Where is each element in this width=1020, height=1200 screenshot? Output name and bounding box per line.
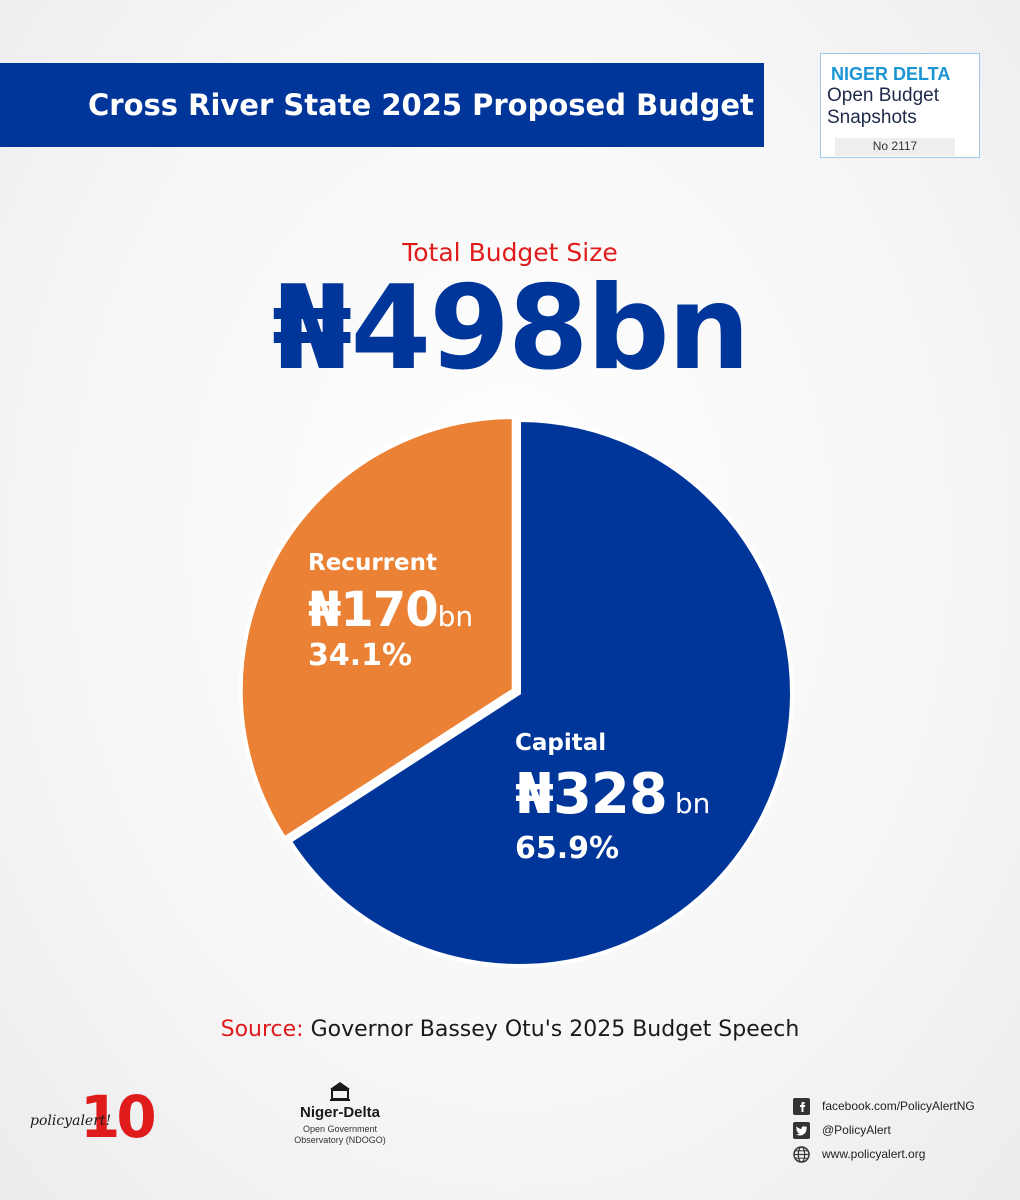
globe-icon — [793, 1145, 810, 1163]
ngo-subtitle-2: Observatory (NDOGO) — [294, 1135, 386, 1145]
recurrent-amount: ₦170 — [308, 582, 439, 638]
recurrent-name: Recurrent — [308, 550, 437, 576]
facebook-icon — [793, 1097, 810, 1115]
recurrent-amount-row: ₦170bn — [308, 582, 473, 638]
facebook-url: facebook.com/PolicyAlertNG — [822, 1099, 975, 1113]
twitter-link[interactable]: @PolicyAlert — [793, 1118, 975, 1142]
page-title: Cross River State 2025 Proposed Budget — [88, 88, 754, 122]
title-banner: Cross River State 2025 Proposed Budget — [0, 63, 764, 147]
capital-unit: bn — [674, 787, 711, 820]
facebook-link[interactable]: facebook.com/PolicyAlertNG — [793, 1094, 975, 1118]
pie-slice-recurrent — [238, 415, 516, 842]
ndogo-logo: Niger-Delta Open Government Observatory … — [290, 1080, 390, 1160]
policy-alert-name: policyalert! — [30, 1113, 112, 1129]
website-link[interactable]: www.policyalert.org — [793, 1142, 975, 1166]
twitter-handle: @PolicyAlert — [822, 1123, 891, 1137]
source-text: Governor Bassey Otu's 2025 Budget Speech — [310, 1017, 800, 1042]
ngo-name: Niger-Delta — [299, 1104, 381, 1121]
anniversary-number: 10 — [80, 1083, 157, 1151]
capital-amount-row: ₦328 bn — [515, 762, 710, 827]
source-label: Source: — [220, 1017, 304, 1042]
recurrent-label-group: Recurrent ₦170bn 34.1% — [308, 550, 473, 673]
badge-number-strip: No 2117 — [835, 138, 955, 156]
ngo-subtitle-1: Open Government — [302, 1124, 378, 1134]
capital-amount: ₦328 — [515, 762, 668, 827]
policy-alert-logo: 10 policyalert! — [30, 1083, 157, 1155]
badge-line-1: NIGER DELTA — [831, 64, 951, 84]
capital-label-group: Capital ₦328 bn 65.9% — [515, 730, 710, 866]
badge-line-3: Snapshots — [827, 107, 917, 128]
twitter-icon — [793, 1121, 810, 1139]
recurrent-percent: 34.1% — [308, 638, 413, 673]
social-links: facebook.com/PolicyAlertNG @PolicyAlert … — [793, 1094, 975, 1166]
recurrent-unit: bn — [437, 600, 474, 633]
website-url: www.policyalert.org — [822, 1147, 926, 1161]
badge-line-2: Open Budget — [827, 85, 939, 106]
pie-slice-capital — [286, 417, 794, 968]
capital-percent: 65.9% — [515, 831, 620, 866]
source-line: Source: Governor Bassey Otu's 2025 Budge… — [0, 1017, 1020, 1042]
total-budget-label: Total Budget Size — [402, 238, 618, 267]
badge-number: No 2117 — [872, 139, 918, 153]
government-building-icon — [330, 1082, 350, 1101]
open-budget-snapshots-badge: NIGER DELTA Open Budget Snapshots No 211… — [820, 53, 980, 158]
total-budget-value: ₦498bn — [271, 261, 750, 396]
capital-name: Capital — [515, 730, 607, 756]
